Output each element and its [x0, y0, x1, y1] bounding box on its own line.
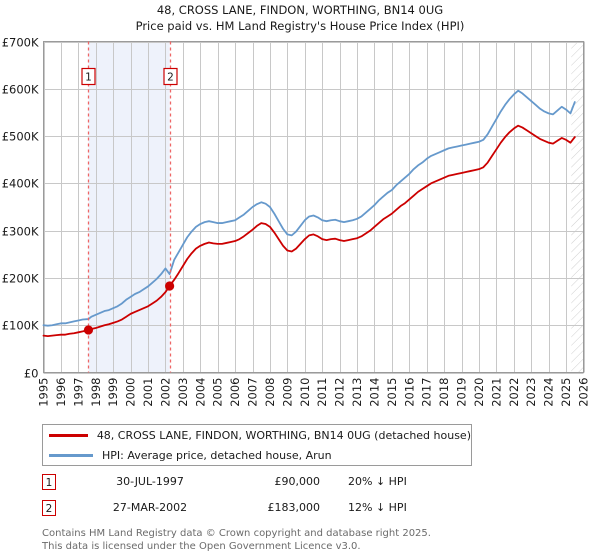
- x-axis-tick-label: 2000: [124, 378, 138, 407]
- x-axis-tick-label: 2009: [280, 378, 294, 407]
- x-axis-tick-label: 2011: [315, 378, 329, 407]
- x-axis-tick-label: 2004: [193, 378, 207, 407]
- y-axis-tick-label: £100K: [2, 319, 39, 333]
- marker-badge-label: 2: [167, 72, 174, 84]
- txn-badge-1: 1: [42, 474, 56, 490]
- transaction-marker-dot: [83, 325, 94, 335]
- txn-badge-2: 2: [42, 500, 56, 516]
- footer-line-1: Contains HM Land Registry data © Crown c…: [42, 528, 431, 539]
- y-axis-tick-label: £500K: [2, 130, 39, 144]
- legend-item-price-paid: 48, CROSS LANE, FINDON, WORTHING, BN14 0…: [43, 425, 471, 445]
- legend-item-hpi: HPI: Average price, detached house, Arun: [43, 445, 471, 465]
- x-axis-tick-label: 2018: [437, 378, 451, 407]
- x-axis-tick-label: 1999: [106, 378, 120, 407]
- x-axis-tick-label: 2010: [298, 378, 312, 407]
- y-axis-tick-label: £0: [24, 367, 39, 381]
- table-row: 1 30-JUL-1997 £90,000 20% ↓ HPI: [42, 472, 502, 498]
- y-axis-tick-label: £700K: [2, 36, 39, 50]
- y-axis-tick-label: £600K: [2, 83, 39, 97]
- x-axis-tick-label: 2002: [158, 378, 172, 407]
- transactions-table: 1 30-JUL-1997 £90,000 20% ↓ HPI 2 27-MAR…: [42, 472, 502, 524]
- title-main: 48, CROSS LANE, FINDON, WORTHING, BN14 0…: [156, 3, 444, 17]
- txn-price-1: £90,000: [274, 475, 321, 488]
- x-axis-tick-label: 2005: [211, 378, 225, 407]
- x-axis-tick-label: 1998: [89, 378, 103, 407]
- y-axis-tick-label: £400K: [2, 177, 39, 191]
- txn-price-2: £183,000: [267, 501, 321, 514]
- x-axis-tick-label: 2016: [402, 378, 416, 407]
- title-sub: Price paid vs. HM Land Registry's House …: [135, 19, 465, 33]
- y-axis-tick-label: £300K: [2, 225, 39, 239]
- marker-badge-box: [163, 67, 178, 86]
- footer-line-2: This data is licensed under the Open Gov…: [42, 540, 361, 552]
- x-axis-tick-label: 2017: [420, 378, 434, 407]
- x-axis-tick-label: 2012: [333, 378, 347, 407]
- page-title: 48, CROSS LANE, FINDON, WORTHING, BN14 0…: [0, 2, 600, 34]
- x-axis-tick-label: 1997: [71, 378, 85, 407]
- chart-svg: £0 £100K £200K £300K £400K £500K £600K £700K 199…: [2, 36, 591, 407]
- series-line-hpi: [42, 89, 576, 327]
- x-axis-tick-label: 2007: [246, 378, 260, 407]
- x-axis-tick-label: 2003: [176, 378, 190, 407]
- transaction-marker-dot: [165, 281, 175, 291]
- x-axis-tick-label: 2023: [524, 378, 538, 407]
- x-axis-tick-label: 1996: [54, 378, 68, 407]
- x-axis-tick-label: 2022: [507, 378, 521, 407]
- x-axis-tick-label: 2008: [263, 378, 277, 407]
- txn-delta-2: 12% ↓ HPI: [348, 501, 407, 514]
- txn-date-1: 30-JUL-1997: [116, 475, 184, 488]
- x-axis-tick-label: 2026: [577, 378, 591, 407]
- x-axis-tick-label: 1995: [37, 378, 51, 407]
- txn-date-2: 27-MAR-2002: [112, 501, 188, 514]
- series-line-price-paid: [42, 124, 576, 337]
- x-axis-tick-label: 2001: [141, 378, 155, 407]
- x-axis-tick-label: 2025: [559, 378, 573, 407]
- x-axis-tick-label: 2015: [385, 378, 399, 407]
- legend-swatch-hpi: [49, 453, 93, 457]
- x-axis-tick-label: 2020: [472, 378, 486, 407]
- marker-badge-label: 1: [85, 72, 92, 84]
- price-chart: £0 £100K £200K £300K £400K £500K £600K £700K 199…: [2, 36, 591, 407]
- legend-label-price-paid: 48, CROSS LANE, FINDON, WORTHING, BN14 0…: [96, 428, 471, 442]
- legend-swatch-price-paid: [49, 433, 88, 437]
- x-axis-tick-label: 2006: [228, 378, 242, 407]
- footer-attribution: Contains HM Land Registry data © Crown c…: [42, 528, 582, 553]
- x-axis-tick-label: 2019: [455, 378, 469, 407]
- x-axis-tick-label: 2021: [489, 378, 503, 407]
- marker-badge-box: [81, 67, 96, 86]
- x-axis-tick-label: 2024: [542, 378, 556, 407]
- table-row: 2 27-MAR-2002 £183,000 12% ↓ HPI: [42, 498, 502, 524]
- txn-delta-1: 20% ↓ HPI: [348, 475, 407, 488]
- y-axis-tick-label: £200K: [2, 272, 39, 286]
- x-axis-tick-label: 2014: [367, 378, 381, 407]
- chart-legend: 48, CROSS LANE, FINDON, WORTHING, BN14 0…: [42, 424, 472, 466]
- legend-label-hpi: HPI: Average price, detached house, Arun: [102, 448, 332, 462]
- x-axis-tick-label: 2013: [350, 378, 364, 407]
